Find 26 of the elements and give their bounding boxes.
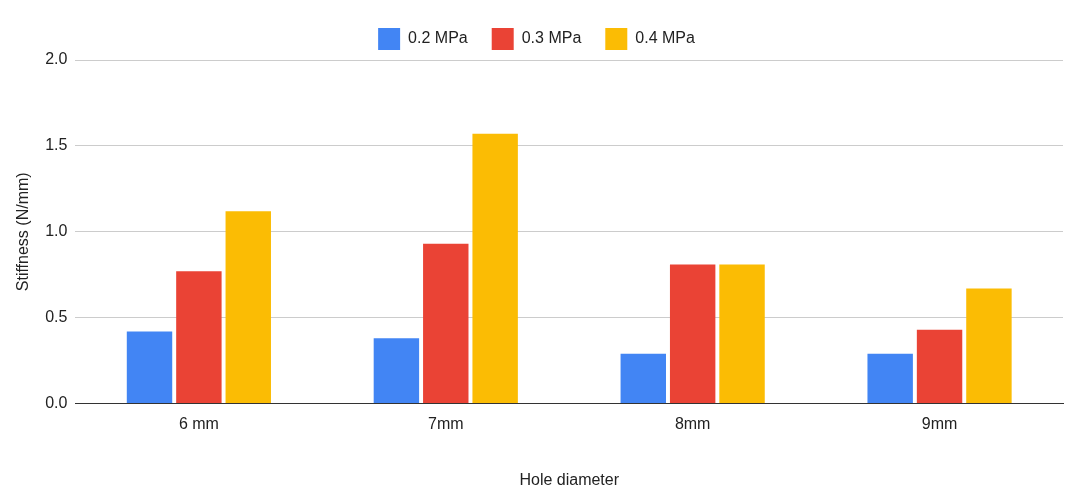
x-tick-label: 7mm [428, 414, 464, 432]
bar [373, 338, 420, 404]
bar [423, 243, 469, 404]
bar [225, 211, 271, 404]
bar [916, 329, 963, 404]
bar [867, 353, 913, 404]
bar [669, 264, 716, 404]
y-tick-label: 0.0 [45, 394, 68, 412]
bar [176, 271, 222, 404]
bar [966, 288, 1012, 404]
x-tick-label: 9mm [921, 414, 958, 432]
legend-label: 0.2 MPa [408, 29, 468, 47]
legend-label: 0.4 MPa [635, 29, 695, 47]
bar [620, 353, 666, 404]
y-tick-label: 1.5 [45, 136, 68, 154]
legend-label: 0.3 MPa [521, 29, 582, 47]
bar [719, 264, 765, 404]
y-axis-title: Stiffness (N/mm) [14, 172, 32, 292]
bar [126, 331, 173, 404]
x-tick-label: 8mm [674, 414, 711, 432]
y-tick-label: 2.0 [45, 50, 68, 68]
x-axis-title: Hole diameter [519, 470, 620, 488]
y-tick-label: 1.0 [45, 222, 68, 240]
x-tick-label: 6 mm [178, 414, 219, 432]
y-tick-label: 0.5 [45, 308, 68, 326]
bar [472, 133, 518, 404]
